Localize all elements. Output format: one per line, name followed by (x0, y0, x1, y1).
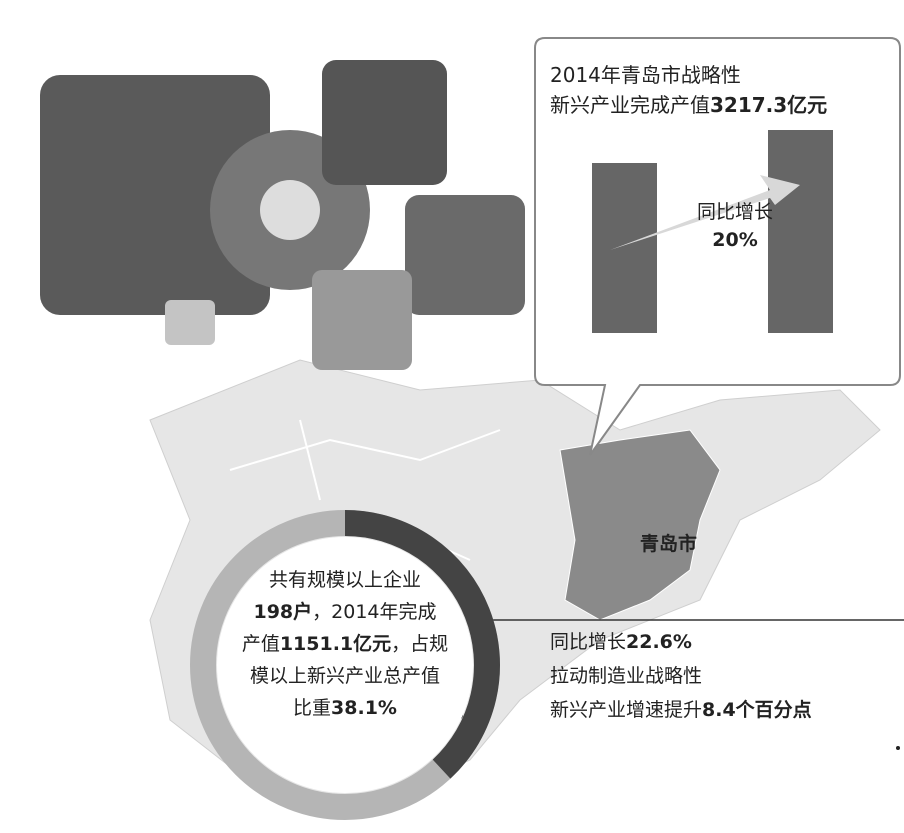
photo-steel-core (260, 180, 320, 240)
ring-text-part: 比重 (293, 697, 331, 719)
note-text-part: 新兴产业增速提升 (550, 699, 702, 721)
infographic: 青岛市 2014年青岛市战略性新兴产业完成产值3217.3亿元同比增长20%共有… (0, 0, 904, 829)
callout-title: 2014年青岛市战略性 (550, 63, 741, 87)
map-label: 青岛市 (640, 532, 697, 555)
page: 青岛市 2014年青岛市战略性新兴产业完成产值3217.3亿元同比增长20%共有… (0, 0, 904, 833)
bar-2014 (768, 130, 833, 333)
callout-title-part: 2014年青岛市战略性 (550, 63, 741, 87)
ring-text: 产值1151.1亿元，占规 (242, 632, 448, 655)
dot (896, 746, 900, 750)
ring-text-part: 38.1% (331, 697, 397, 719)
growth-label: 20% (712, 229, 757, 251)
growth-label: 同比增长 (697, 201, 773, 223)
growth-label-part: 20% (712, 229, 757, 251)
note-text-part: 同比增长 (550, 631, 626, 653)
note-text-part: 22.6% (626, 631, 692, 653)
callout-title-part: 新兴产业完成产值 (550, 93, 710, 117)
note-text: 拉动制造业战略性 (550, 665, 702, 687)
ring-text-part: 产值 (242, 633, 280, 655)
callout-title-part: 3217.3亿元 (710, 93, 827, 117)
growth-label-part: 同比增长 (697, 201, 773, 223)
note-text-part: 8.4个百分点 (702, 699, 812, 721)
ring-text-part: 共有规模以上企业 (269, 569, 421, 591)
ring-text-part: 198户 (253, 600, 312, 623)
photo-people (312, 270, 412, 370)
photo-tile (165, 300, 215, 345)
ring-text-part: ，2014年完成 (312, 601, 436, 623)
note-text: 同比增长22.6% (550, 631, 692, 653)
note-text: 新兴产业增速提升8.4个百分点 (550, 699, 812, 721)
photo-wind (322, 60, 447, 185)
ring-text-part: 模以上新兴产业总产值 (250, 665, 440, 687)
note-text-part: 拉动制造业战略性 (550, 665, 702, 687)
callout-title: 新兴产业完成产值3217.3亿元 (550, 93, 827, 117)
ring-text: 比重38.1% (293, 697, 397, 719)
ring-text: 共有规模以上企业 (269, 569, 421, 591)
ring-text: 198户，2014年完成 (253, 600, 436, 623)
bar-2013 (592, 163, 657, 333)
ring-text-part: 1151.1亿元 (280, 632, 391, 655)
ring-text-part: ，占规 (391, 633, 448, 655)
ring-text: 模以上新兴产业总产值 (250, 665, 440, 687)
photo-trucks (405, 195, 525, 315)
